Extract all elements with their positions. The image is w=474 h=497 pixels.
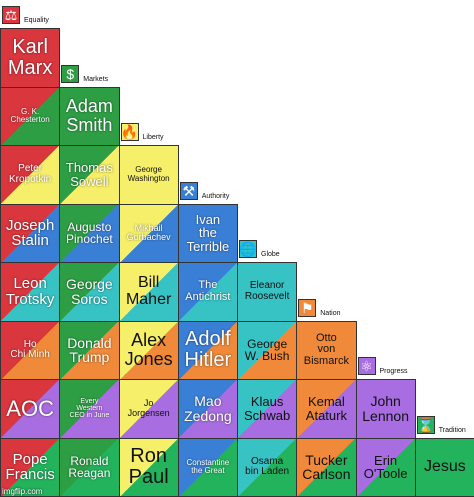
cell-progress-tradition: Erin O'Toole [355, 437, 416, 497]
cell-globe-nation: George W. Bush [237, 320, 298, 380]
cell-authority-progress: Mao Zedong [177, 379, 238, 439]
hourglass-icon: ⌛ [416, 415, 435, 434]
cell-name: Erin O'Toole [363, 452, 408, 482]
cell-equality-equality: Karl Marx [0, 28, 61, 88]
axis-label-authority: Authority [201, 192, 230, 200]
cell-tradition-tradition: Jesus [414, 437, 474, 497]
cell-markets-liberty: Thomas Sowell [59, 145, 120, 205]
axis-label-liberty: Liberty [142, 134, 164, 141]
cell-equality-globe: Leon Trotsky [0, 262, 61, 322]
gavel-icon: ⚒ [179, 181, 198, 200]
cell-markets-authority: Augusto Pinochet [59, 203, 120, 263]
cell-name: Augusto Pinochet [66, 219, 113, 247]
cell-markets-progress: Every Western CEO in June [59, 379, 120, 439]
cell-name: Klaus Schwab [244, 394, 291, 423]
cell-authority-nation: Adolf Hitler [177, 320, 238, 380]
cell-name: Otto von Bismarck [303, 331, 349, 368]
cell-name: Ron Paul [128, 445, 169, 489]
cell-authority-globe: The Antichrist [177, 262, 238, 322]
cell-equality-markets: G. K. Chesterton [0, 86, 61, 146]
cell-liberty-tradition: Ron Paul [118, 437, 179, 497]
atom-icon: ⚛ [357, 357, 376, 375]
axis-label-globe: Globe [261, 251, 280, 258]
cell-name: Donald Trump [67, 334, 112, 366]
cell-authority-authority: Ivan the Terrible [177, 203, 238, 263]
axis-label-tradition: Tradition [438, 426, 466, 434]
cell-nation-nation: Otto von Bismarck [296, 320, 357, 380]
globe-icon: 🌐 [239, 240, 257, 258]
cell-name: Tucker Carlson [302, 451, 351, 483]
cell-name: Constantine the Great [186, 457, 230, 476]
cell-markets-tradition: Ronald Reagan [59, 437, 120, 497]
cell-progress-progress: John Lennon [355, 379, 416, 439]
cell-liberty-liberty: George Washington [118, 145, 179, 205]
cell-equality-progress: AOC [0, 379, 61, 439]
cell-name: Mao Zedong [184, 393, 232, 424]
scales-icon: ⚖ [2, 6, 20, 24]
torch-icon: 🔥 [120, 123, 139, 141]
cell-name: The Antichrist [185, 279, 231, 303]
cell-liberty-nation: Alex Jones [118, 320, 179, 380]
cell-name: Peter Kropotkin [9, 163, 52, 185]
cell-name: Mikhail Gorbachev [126, 222, 171, 243]
cell-name: Osama bin Laden [245, 455, 290, 478]
cell-name: George W. Bush [244, 336, 290, 364]
cell-name: Adolf Hitler [184, 328, 232, 372]
cell-name: Bill Maher [125, 273, 172, 308]
cell-liberty-authority: Mikhail Gorbachev [118, 203, 179, 263]
cell-equality-liberty: Peter Kropotkin [0, 145, 61, 205]
cell-name: Ho Chi Minh [10, 338, 50, 361]
axis-label-equality: Equality [24, 17, 49, 24]
cell-nation-progress: Kemal Ataturk [296, 379, 357, 439]
cell-name: George Washington [127, 165, 170, 183]
cell-name: Jesus [423, 457, 466, 475]
cell-globe-tradition: Osama bin Laden [237, 437, 298, 497]
cell-equality-authority: Joseph Stalin [0, 203, 61, 263]
cell-name: Eleanor Roosevelt [244, 280, 290, 302]
cell-name: Karl Marx [7, 35, 53, 79]
cell-name: Every Western CEO in June [69, 397, 110, 420]
axis-label-markets: Markets [83, 75, 109, 83]
cell-name: G. K. Chesterton [10, 106, 50, 125]
cell-name: Jo Jorgensen [127, 398, 170, 418]
axis-label-nation: Nation [320, 309, 341, 317]
cell-authority-tradition: Constantine the Great [177, 437, 238, 497]
cell-equality-nation: Ho Chi Minh [0, 320, 61, 380]
cell-liberty-progress: Jo Jorgensen [118, 379, 179, 439]
cell-nation-tradition: Tucker Carlson [296, 437, 357, 497]
cell-name: Thomas Sowell [65, 160, 113, 189]
cell-name: Ronald Reagan [68, 453, 111, 481]
cell-name: George Soros [66, 276, 113, 307]
cell-name: Leon Trotsky [5, 275, 55, 308]
cell-markets-globe: George Soros [59, 262, 120, 322]
cell-markets-nation: Donald Trump [59, 320, 120, 380]
cell-name: Pope Francis [5, 450, 55, 484]
cell-markets-markets: Adam Smith [59, 86, 120, 146]
cell-name: Ivan the Terrible [186, 211, 230, 255]
watermark: imgflip.com [2, 487, 43, 496]
dollar-icon: $ [61, 64, 80, 83]
cell-name: John Lennon [362, 393, 409, 424]
flag-icon: ⚑ [298, 298, 317, 317]
cell-equality-tradition: Pope Francis [0, 437, 61, 497]
cell-name: Adam Smith [65, 96, 113, 136]
cell-liberty-globe: Bill Maher [118, 262, 179, 322]
cell-name: AOC [6, 396, 54, 422]
cell-name: Alex Jones [124, 330, 173, 370]
cell-globe-progress: Klaus Schwab [237, 379, 298, 439]
cell-name: Kemal Ataturk [305, 394, 347, 423]
cell-globe-globe: Eleanor Roosevelt [237, 262, 298, 322]
axis-label-progress: Progress [379, 368, 408, 375]
cell-name: Joseph Stalin [5, 216, 55, 250]
